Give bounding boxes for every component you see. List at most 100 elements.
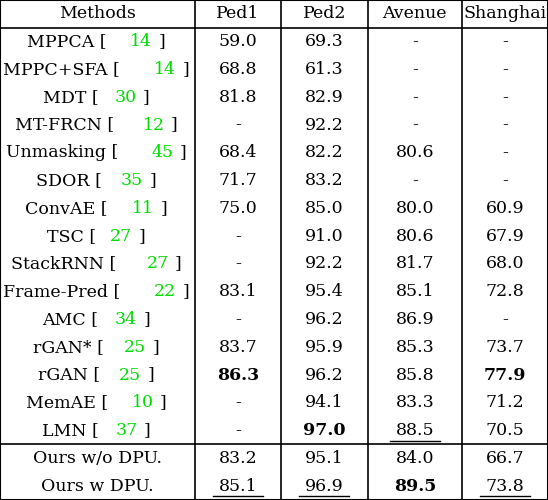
Text: 82.2: 82.2: [305, 144, 344, 162]
Text: -: -: [412, 172, 418, 189]
Text: ]: ]: [158, 33, 165, 50]
Text: Ours w/o DPU.: Ours w/o DPU.: [33, 450, 162, 467]
Text: 95.9: 95.9: [305, 338, 344, 355]
Text: Ped2: Ped2: [302, 6, 346, 22]
Text: 75.0: 75.0: [219, 200, 257, 217]
Text: MPPC+SFA [: MPPC+SFA [: [3, 61, 120, 78]
Text: ]: ]: [147, 366, 154, 384]
Text: 27: 27: [110, 228, 133, 244]
Text: 14: 14: [130, 33, 152, 50]
Text: 96.2: 96.2: [305, 311, 344, 328]
Text: 97.0: 97.0: [303, 422, 346, 439]
Text: 45: 45: [151, 144, 173, 162]
Text: 83.7: 83.7: [219, 338, 257, 355]
Text: -: -: [235, 256, 241, 272]
Text: LMN [: LMN [: [42, 422, 99, 439]
Text: 89.5: 89.5: [393, 478, 436, 494]
Text: ]: ]: [143, 88, 150, 106]
Text: 11: 11: [132, 200, 154, 217]
Text: 83.3: 83.3: [396, 394, 434, 411]
Text: ]: ]: [161, 200, 167, 217]
Text: -: -: [502, 144, 508, 162]
Text: 35: 35: [121, 172, 144, 189]
Text: 81.8: 81.8: [219, 88, 257, 106]
Text: ]: ]: [183, 283, 190, 300]
Text: -: -: [412, 61, 418, 78]
Text: rGAN [: rGAN [: [38, 366, 101, 384]
Text: 70.5: 70.5: [486, 422, 524, 439]
Text: AMC [: AMC [: [43, 311, 99, 328]
Text: 10: 10: [132, 394, 153, 411]
Text: 37: 37: [115, 422, 138, 439]
Text: 71.2: 71.2: [486, 394, 524, 411]
Text: -: -: [235, 116, 241, 134]
Text: 95.4: 95.4: [305, 283, 344, 300]
Text: 83.1: 83.1: [219, 283, 257, 300]
Text: MemAE [: MemAE [: [26, 394, 108, 411]
Text: Methods: Methods: [59, 6, 136, 22]
Text: ]: ]: [150, 172, 157, 189]
Text: 82.9: 82.9: [305, 88, 344, 106]
Text: 88.5: 88.5: [396, 422, 434, 439]
Text: Ped1: Ped1: [216, 6, 260, 22]
Text: -: -: [502, 172, 508, 189]
Text: ]: ]: [153, 338, 160, 355]
Text: 67.9: 67.9: [486, 228, 524, 244]
Text: -: -: [412, 88, 418, 106]
Text: TSC [: TSC [: [47, 228, 96, 244]
Text: -: -: [502, 311, 508, 328]
Text: ]: ]: [175, 256, 182, 272]
Text: -: -: [502, 116, 508, 134]
Text: -: -: [235, 422, 241, 439]
Text: rGAN* [: rGAN* [: [33, 338, 104, 355]
Text: 30: 30: [115, 88, 136, 106]
Text: ]: ]: [144, 422, 151, 439]
Text: 96.9: 96.9: [305, 478, 344, 494]
Text: 69.3: 69.3: [305, 33, 344, 50]
Text: 61.3: 61.3: [305, 61, 344, 78]
Text: MPPCA [: MPPCA [: [27, 33, 107, 50]
Text: 68.4: 68.4: [219, 144, 257, 162]
Text: 59.0: 59.0: [219, 33, 257, 50]
Text: ]: ]: [139, 228, 146, 244]
Text: 73.8: 73.8: [486, 478, 524, 494]
Text: 25: 25: [124, 338, 146, 355]
Text: 83.2: 83.2: [305, 172, 344, 189]
Text: 68.8: 68.8: [219, 61, 257, 78]
Text: 94.1: 94.1: [305, 394, 344, 411]
Text: 14: 14: [154, 61, 176, 78]
Text: -: -: [235, 394, 241, 411]
Text: Unmasking [: Unmasking [: [6, 144, 118, 162]
Text: Frame-Pred [: Frame-Pred [: [3, 283, 120, 300]
Text: 83.2: 83.2: [219, 450, 257, 467]
Text: ]: ]: [171, 116, 178, 134]
Text: 60.9: 60.9: [486, 200, 524, 217]
Text: 73.7: 73.7: [486, 338, 524, 355]
Text: -: -: [235, 311, 241, 328]
Text: 72.8: 72.8: [486, 283, 524, 300]
Text: 85.1: 85.1: [396, 283, 434, 300]
Text: -: -: [502, 88, 508, 106]
Text: 85.0: 85.0: [305, 200, 344, 217]
Text: 81.7: 81.7: [396, 256, 434, 272]
Text: 71.7: 71.7: [219, 172, 257, 189]
Text: MDT [: MDT [: [43, 88, 99, 106]
Text: 85.3: 85.3: [396, 338, 434, 355]
Text: 22: 22: [154, 283, 176, 300]
Text: ]: ]: [182, 61, 189, 78]
Text: -: -: [502, 33, 508, 50]
Text: ]: ]: [180, 144, 186, 162]
Text: ConvAE [: ConvAE [: [26, 200, 108, 217]
Text: StackRNN [: StackRNN [: [10, 256, 116, 272]
Text: SDOR [: SDOR [: [36, 172, 102, 189]
Text: 84.0: 84.0: [396, 450, 434, 467]
Text: -: -: [502, 61, 508, 78]
Text: 86.3: 86.3: [216, 366, 259, 384]
Text: 80.6: 80.6: [396, 228, 434, 244]
Text: 96.2: 96.2: [305, 366, 344, 384]
Text: 92.2: 92.2: [305, 256, 344, 272]
Text: 85.1: 85.1: [219, 478, 257, 494]
Text: 27: 27: [146, 256, 169, 272]
Text: 34: 34: [115, 311, 137, 328]
Text: 80.6: 80.6: [396, 144, 434, 162]
